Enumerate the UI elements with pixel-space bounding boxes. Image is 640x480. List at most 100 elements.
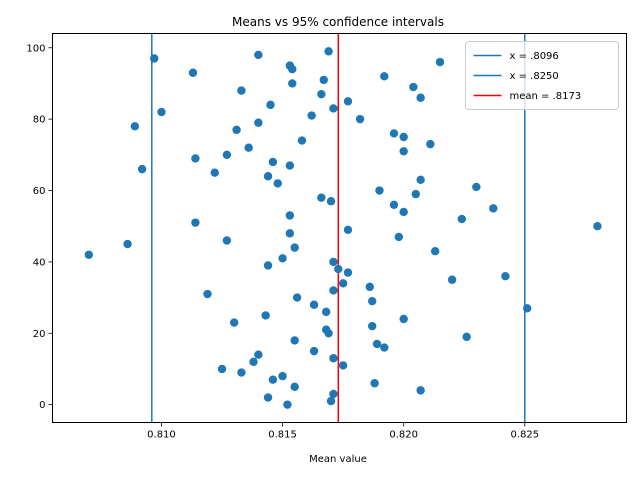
data-point-94 — [290, 382, 299, 392]
data-point-92 — [268, 375, 278, 384]
y-axis: 0 20 40 60 80 100 — [26, 43, 53, 411]
data-point-0 — [324, 47, 333, 56]
data-point-14 — [343, 97, 353, 106]
data-point-86 — [329, 354, 338, 363]
data-point-60 — [263, 261, 273, 270]
data-point-97 — [263, 393, 273, 402]
data-point-20 — [254, 118, 263, 127]
data-point-8 — [380, 72, 389, 81]
data-point-68 — [203, 289, 212, 299]
data-point-44 — [489, 204, 498, 213]
data-point-29 — [222, 150, 232, 160]
data-point-26 — [426, 139, 435, 149]
data-point-17 — [157, 107, 166, 117]
data-point-80 — [462, 332, 471, 342]
y-tick-label-1: 20 — [33, 329, 46, 340]
data-point-58 — [278, 254, 287, 263]
data-point-6 — [288, 64, 297, 74]
data-point-15 — [266, 100, 275, 110]
plot-area — [84, 33, 602, 423]
legend-label-2: mean = .8173 — [510, 91, 582, 102]
data-point-21 — [130, 122, 140, 131]
legend-label-0: x = .8096 — [510, 51, 559, 62]
data-point-32 — [285, 161, 295, 170]
data-point-37 — [273, 179, 282, 188]
data-point-69 — [292, 293, 302, 302]
data-point-72 — [523, 304, 532, 313]
data-point-59 — [329, 257, 338, 267]
x-tick-label-3: 0.825 — [510, 430, 539, 441]
data-point-77 — [367, 321, 377, 331]
data-point-50 — [343, 225, 353, 234]
legend: x = .8096 x = .8250 mean = .8173 — [465, 41, 619, 110]
data-point-11 — [237, 86, 246, 95]
data-point-35 — [263, 172, 273, 181]
data-point-22 — [232, 125, 241, 135]
data-point-31 — [268, 157, 278, 167]
data-point-12 — [317, 89, 326, 99]
data-point-96 — [329, 389, 338, 399]
data-point-42 — [326, 197, 336, 206]
data-point-10 — [409, 82, 418, 92]
data-point-66 — [365, 282, 374, 292]
data-point-38 — [472, 182, 481, 192]
data-point-89 — [217, 364, 227, 374]
data-point-25 — [297, 136, 307, 145]
data-point-4 — [435, 57, 445, 67]
data-point-87 — [249, 357, 258, 367]
data-point-49 — [593, 222, 602, 231]
data-point-45 — [399, 207, 408, 217]
data-point-91 — [278, 371, 287, 381]
data-point-53 — [222, 236, 232, 245]
data-point-55 — [290, 243, 299, 252]
data-point-64 — [447, 275, 457, 284]
data-point-71 — [309, 300, 319, 309]
data-point-52 — [394, 232, 404, 242]
y-tick-label-4: 80 — [33, 115, 46, 126]
data-point-83 — [380, 343, 389, 352]
data-point-82 — [372, 339, 382, 349]
data-point-9 — [288, 79, 297, 88]
data-point-5 — [188, 68, 198, 77]
data-point-40 — [411, 189, 420, 199]
data-point-7 — [319, 75, 328, 85]
data-point-84 — [309, 346, 319, 356]
data-point-2 — [254, 50, 263, 60]
y-tick-label-3: 60 — [33, 186, 46, 197]
data-point-39 — [375, 186, 384, 195]
data-point-88 — [338, 361, 348, 370]
legend-label-1: x = .8250 — [510, 71, 559, 82]
axes-frame — [52, 33, 627, 423]
data-point-13 — [416, 93, 425, 102]
data-point-54 — [123, 239, 132, 249]
data-point-28 — [399, 147, 408, 156]
data-point-16 — [329, 104, 338, 113]
chart-title: Means vs 95% confidence intervals — [232, 15, 444, 29]
data-point-98 — [326, 396, 336, 406]
data-point-57 — [84, 250, 94, 259]
x-tick-label-1: 0.815 — [268, 430, 297, 441]
data-point-99 — [283, 400, 292, 409]
x-axis-label: Mean value — [309, 454, 367, 465]
x-tick-label-2: 0.820 — [389, 430, 418, 441]
data-point-34 — [210, 168, 219, 177]
data-point-90 — [237, 368, 246, 377]
data-point-30 — [191, 154, 200, 163]
y-tick-label-2: 40 — [33, 257, 46, 268]
data-point-43 — [389, 200, 399, 210]
data-point-76 — [229, 318, 239, 327]
data-point-23 — [389, 129, 399, 138]
data-point-61 — [334, 264, 343, 274]
data-point-56 — [430, 246, 440, 256]
data-point-51 — [285, 229, 295, 238]
data-point-70 — [367, 296, 377, 306]
data-point-62 — [343, 268, 353, 277]
y-tick-label-0: 0 — [39, 400, 45, 411]
data-point-95 — [416, 386, 425, 395]
data-point-79 — [324, 329, 333, 338]
legend-box — [465, 41, 619, 110]
data-point-1 — [150, 54, 159, 63]
data-point-85 — [254, 350, 263, 359]
data-point-36 — [416, 175, 425, 185]
